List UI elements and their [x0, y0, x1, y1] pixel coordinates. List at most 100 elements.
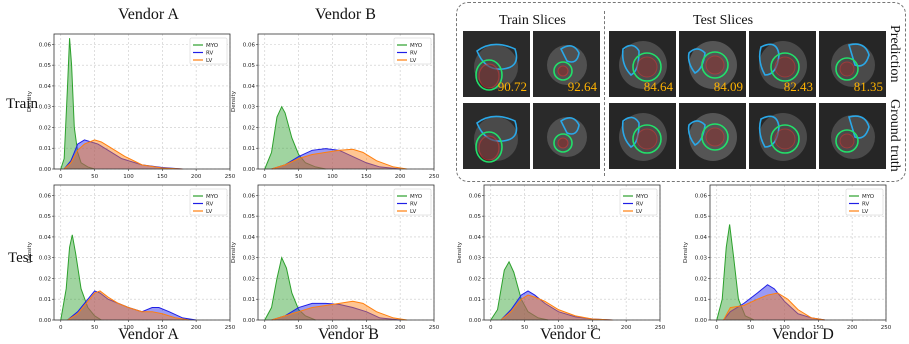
slice-image — [463, 31, 530, 97]
y-tick-label: 0.06 — [243, 193, 256, 199]
slice-image — [533, 31, 600, 97]
area-rv — [271, 148, 401, 169]
plot-frame — [53, 33, 231, 170]
area-lv — [500, 295, 613, 320]
x-tick-label: 150 — [157, 325, 168, 331]
x-tick-label: 0 — [59, 325, 63, 331]
slice-image — [819, 103, 886, 169]
x-tick-label: 0 — [263, 325, 267, 331]
x-tick-label: 200 — [395, 325, 406, 331]
line-myo — [716, 224, 755, 321]
mri-slices-panel: Train Slices Test Slices Prediction Grou… — [456, 2, 906, 182]
legend-label-rv: RV — [636, 202, 644, 208]
y-tick-label: 0.00 — [243, 167, 256, 173]
y-tick-label: 0.01 — [39, 146, 51, 152]
area-rv — [723, 284, 826, 320]
line-myo — [490, 260, 549, 321]
y-axis-label: Density — [231, 241, 237, 263]
train-slices-header: Train Slices — [499, 13, 566, 28]
y-axis-label: Density — [457, 241, 463, 263]
chart-test-vendor-a: 0 50 100 150 200 250 0.00 0.01 0.02 0.03 0.04 0.05 0… — [27, 184, 236, 331]
legend-label-rv: RV — [862, 202, 870, 208]
chart-test-vendor-b: 0 50 100 150 200 250 0.00 0.01 0.02 0.03 0.04 0.05 0… — [231, 184, 440, 331]
line-lv — [500, 294, 613, 321]
line-myo — [60, 38, 95, 170]
legend-label-myo: MYO — [410, 43, 423, 49]
slice-image — [819, 31, 886, 97]
mri-slice-train-1-ground-truth — [463, 103, 530, 169]
x-tick-label: 200 — [191, 325, 202, 331]
row-label-train: Train — [6, 96, 38, 112]
y-tick-label: 0.02 — [243, 276, 255, 282]
x-tick-label: 100 — [779, 325, 790, 331]
area-lv — [64, 139, 183, 169]
mri-slice-test-3-ground-truth — [749, 103, 816, 169]
plot-frame — [53, 184, 231, 321]
line-myo — [264, 256, 316, 321]
y-tick-label: 0.03 — [469, 256, 482, 262]
y-axis-label: Density — [231, 90, 237, 112]
row-label-test: Test — [8, 250, 33, 266]
y-tick-label: 0.04 — [469, 235, 482, 241]
legend-label-lv: LV — [410, 58, 416, 64]
train-test-divider — [604, 11, 605, 176]
y-tick-label: 0.01 — [243, 146, 255, 152]
y-tick-label: 0.00 — [39, 167, 52, 173]
x-tick-label: 250 — [655, 325, 666, 331]
chart-test-vendor-c: 0 50 100 150 200 250 0.00 0.01 0.02 0.03 0.04 0.05 0… — [457, 184, 666, 331]
x-tick-label: 100 — [553, 325, 564, 331]
slice-image — [609, 31, 676, 97]
y-tick-label: 0.06 — [39, 193, 52, 199]
x-tick-label: 250 — [225, 174, 236, 180]
plot-frame — [257, 33, 435, 170]
x-tick-label: 50 — [295, 174, 302, 180]
area-rv — [271, 303, 401, 320]
x-tick-label: 0 — [59, 174, 63, 180]
x-tick-label: 50 — [521, 325, 528, 331]
slice-image — [679, 103, 746, 169]
dice-score: 84.64 — [643, 79, 673, 94]
legend-label-rv: RV — [410, 202, 418, 208]
mri-slice-train-2-ground-truth — [533, 103, 600, 169]
x-tick-label: 100 — [123, 174, 134, 180]
x-tick-label: 0 — [715, 325, 719, 331]
y-tick-label: 0.06 — [243, 42, 256, 48]
area-myo — [490, 261, 549, 320]
plot-frame — [257, 184, 435, 321]
slice-image — [463, 103, 530, 169]
y-tick-label: 0.02 — [695, 276, 707, 282]
header-vendor-b: Vendor B — [315, 6, 376, 23]
legend-label-lv: LV — [206, 58, 212, 64]
mri-slice-test-3-prediction: 82.43 — [749, 31, 816, 97]
slice-image — [533, 103, 600, 169]
y-tick-label: 0.04 — [39, 84, 52, 90]
line-rv — [723, 284, 826, 321]
test-slices-header: Test Slices — [693, 13, 754, 28]
x-tick-label: 200 — [847, 325, 858, 331]
line-lv — [271, 300, 407, 321]
y-tick-label: 0.03 — [243, 105, 256, 111]
x-tick-label: 50 — [91, 325, 98, 331]
legend-label-lv: LV — [206, 209, 212, 215]
x-tick-label: 250 — [429, 174, 440, 180]
legend-label-myo: MYO — [862, 194, 875, 200]
area-myo — [264, 106, 326, 169]
row-label-ground-truth: Ground truth — [887, 99, 902, 172]
y-tick-label: 0.05 — [243, 214, 256, 220]
xlabel-vendor-d: Vendor D — [772, 326, 834, 343]
y-tick-label: 0.05 — [39, 63, 52, 69]
legend-label-myo: MYO — [636, 194, 649, 200]
x-tick-label: 200 — [621, 325, 632, 331]
x-tick-label: 150 — [587, 325, 598, 331]
area-lv — [271, 301, 407, 320]
x-tick-label: 250 — [225, 325, 236, 331]
x-tick-label: 150 — [361, 325, 372, 331]
mri-slice-test-1-prediction: 84.64 — [609, 31, 676, 97]
area-myo — [60, 38, 95, 170]
dice-score: 92.64 — [567, 79, 597, 94]
y-tick-label: 0.04 — [39, 235, 52, 241]
header-vendor-a: Vendor A — [118, 6, 179, 23]
dice-score: 90.72 — [497, 79, 527, 94]
y-axis-label: Density — [27, 241, 33, 263]
area-lv — [271, 149, 407, 169]
